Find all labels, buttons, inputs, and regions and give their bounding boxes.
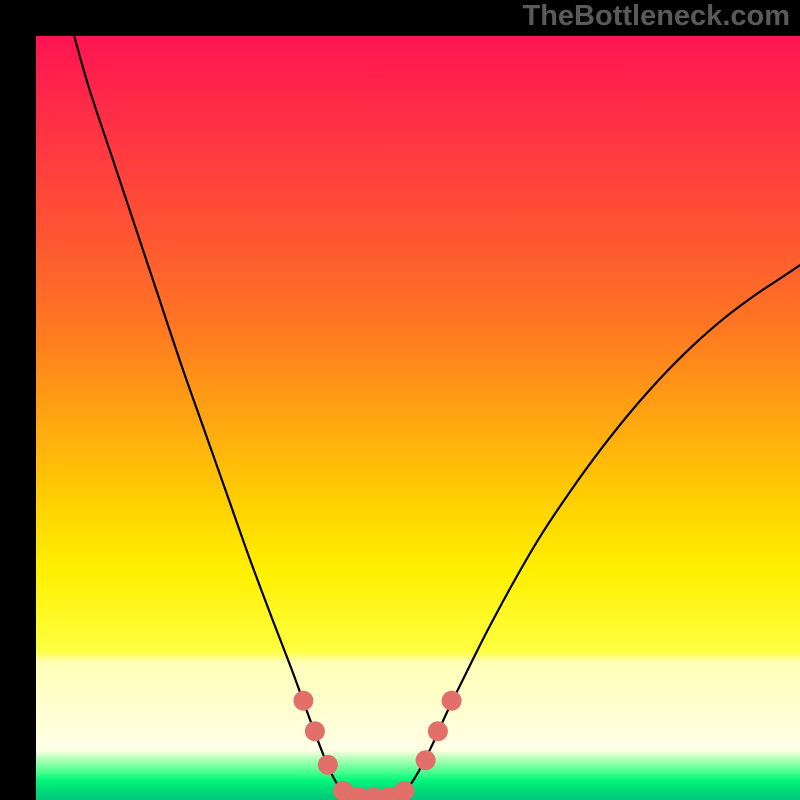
curve-marker: [416, 750, 436, 770]
watermark-text: TheBottleneck.com: [523, 0, 791, 33]
curve-marker: [428, 721, 448, 741]
curve-marker: [318, 755, 338, 775]
chart-svg: [36, 36, 800, 800]
curve-marker: [394, 781, 414, 800]
curve-marker: [293, 691, 313, 711]
chart-container: TheBottleneck.com: [0, 0, 800, 800]
plot-area: [36, 36, 800, 800]
curve-marker: [305, 721, 325, 741]
gradient-background: [36, 36, 800, 800]
curve-marker: [442, 691, 462, 711]
